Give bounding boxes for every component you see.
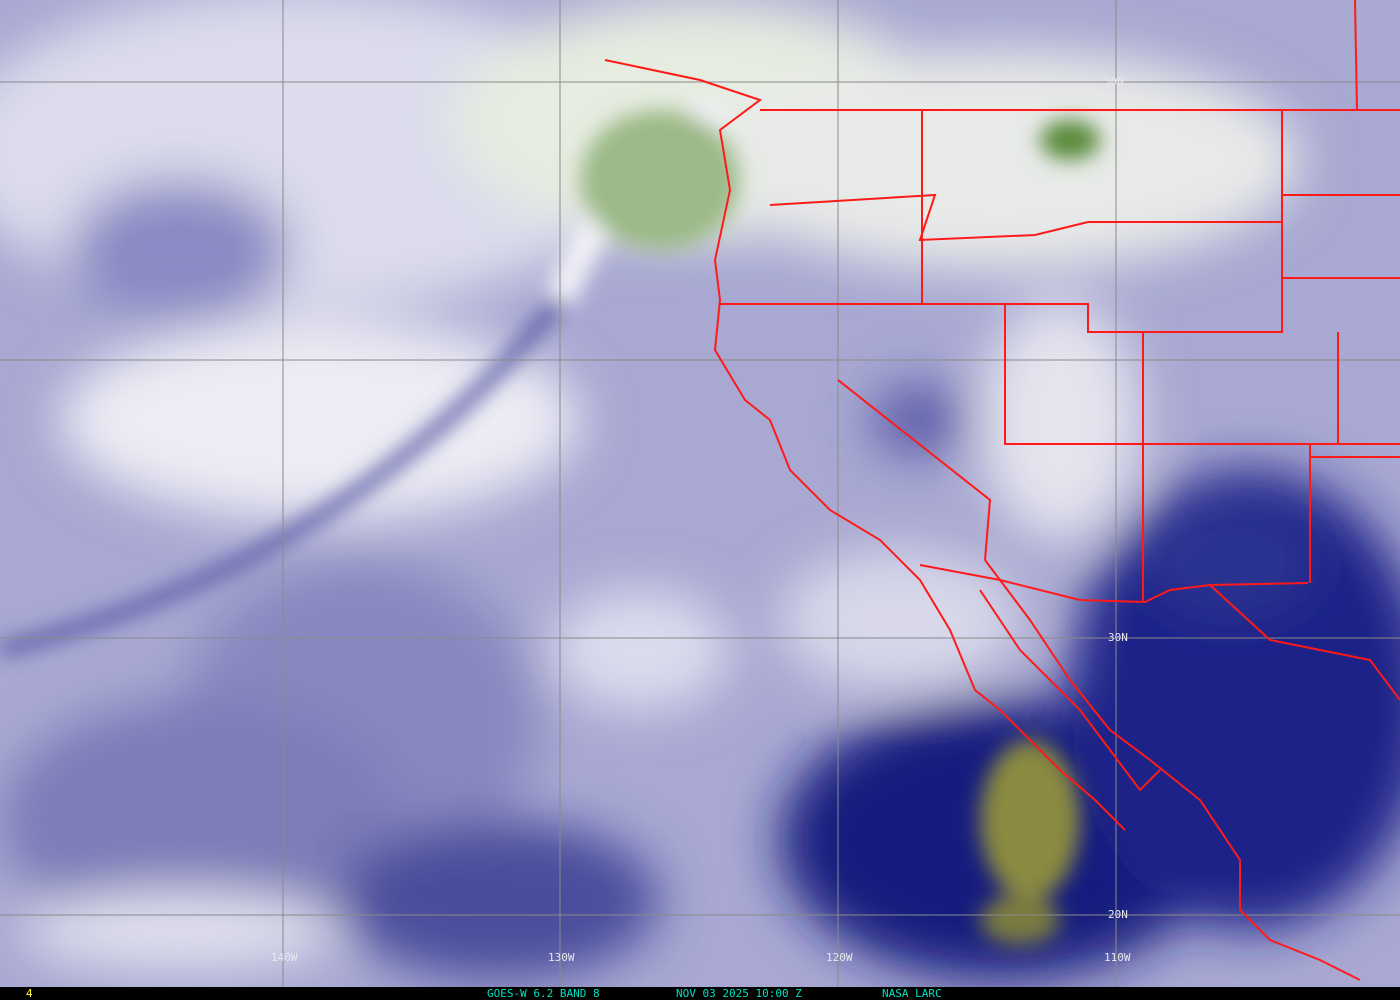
timestamp: NOV 03 2025 10:00 Z	[676, 987, 802, 1000]
lon-label-120w: 120W	[826, 951, 853, 964]
satellite-band-label: GOES-W 6.2 BAND 8	[487, 987, 600, 1000]
lat-label-20n: 20N	[1108, 908, 1128, 921]
lon-label-140w: 140W	[271, 951, 298, 964]
lat-label-50n: 50N	[1104, 75, 1124, 88]
lon-label-130w: 130W	[548, 951, 575, 964]
state-lines	[720, 0, 1400, 602]
grid-labels: 50N 30N 20N 140W 130W 120W 110W	[271, 75, 1131, 964]
frame-index: 4	[26, 987, 33, 1000]
caption-bar: 4 GOES-W 6.2 BAND 8 NOV 03 2025 10:00 Z …	[0, 987, 1400, 1000]
baja-gulf-coast	[979, 589, 1161, 792]
coastline-mainland-mexico	[984, 559, 1361, 981]
gulf-coast	[1209, 584, 1400, 701]
credit: NASA LARC	[882, 987, 942, 1000]
lon-label-110w: 110W	[1104, 951, 1131, 964]
political-boundaries	[604, 0, 1400, 981]
lat-label-30n: 30N	[1108, 631, 1128, 644]
coastline-west	[604, 59, 1126, 831]
